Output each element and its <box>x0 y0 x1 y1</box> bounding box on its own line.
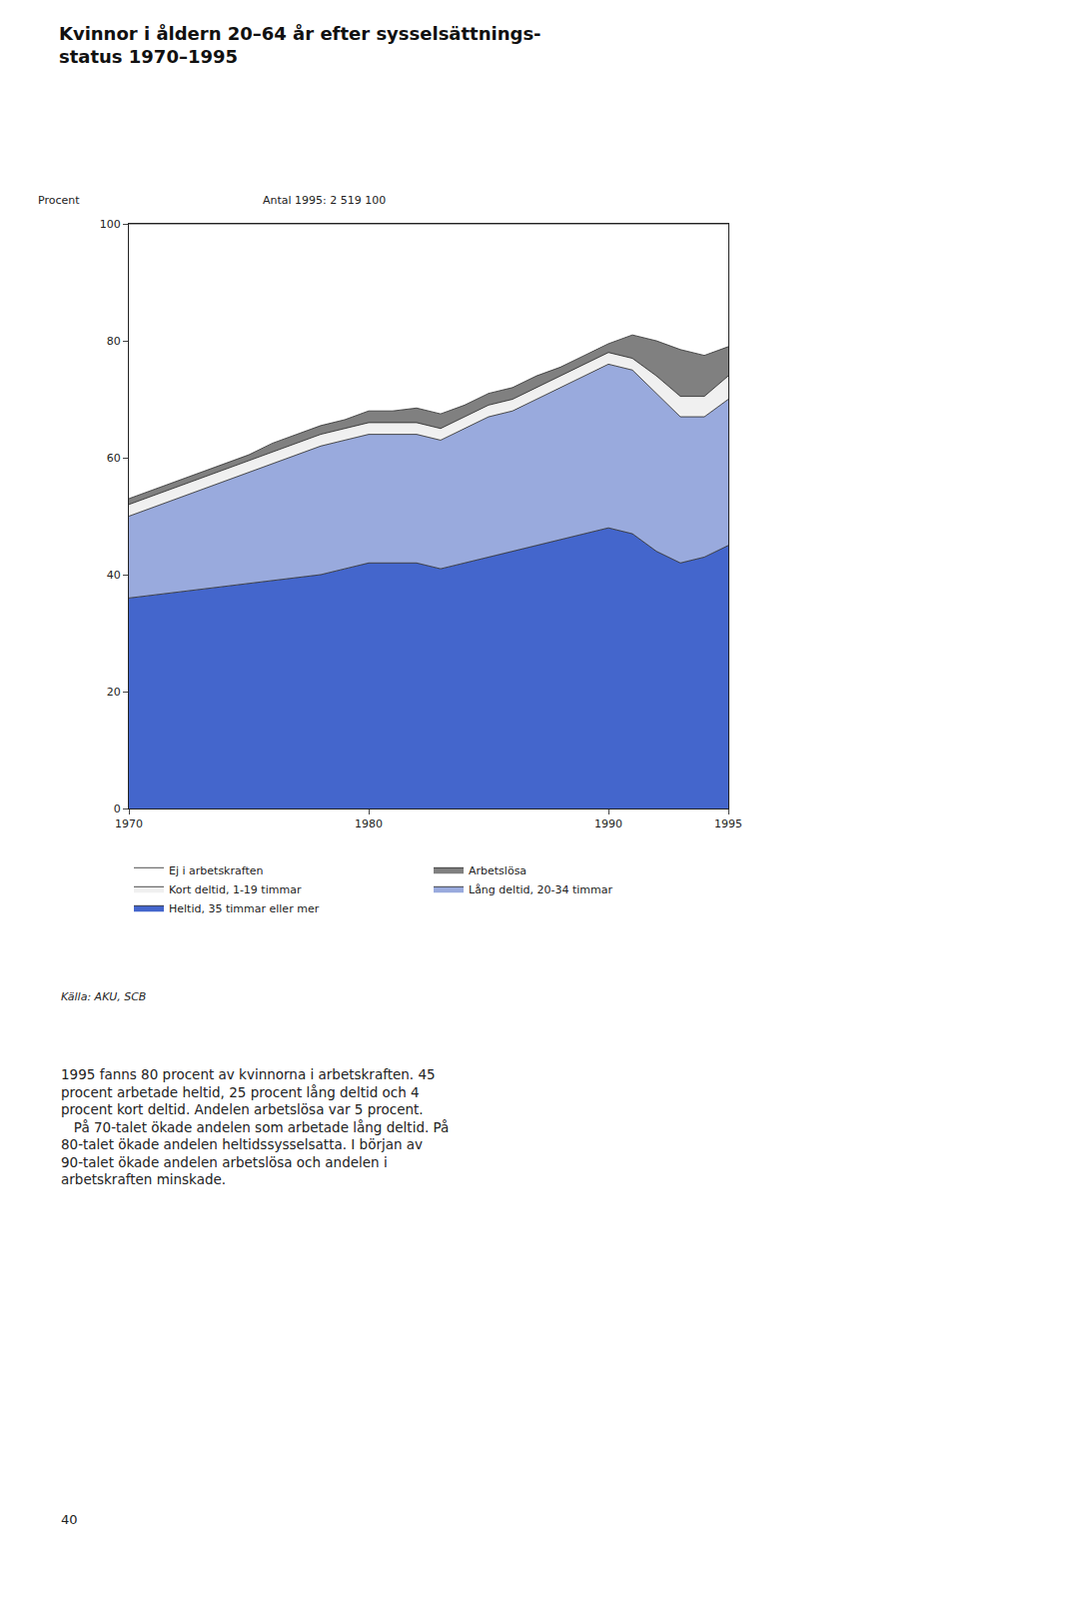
svg-text:Heltid, 35 timmar eller mer: Heltid, 35 timmar eller mer <box>168 902 320 916</box>
svg-text:Antal 1995: 2 519 100: Antal 1995: 2 519 100 <box>262 193 386 207</box>
svg-text:Kort deltid, 1-19 timmar: Kort deltid, 1-19 timmar <box>168 883 302 897</box>
svg-text:0: 0 <box>113 802 121 816</box>
svg-text:Procent: Procent <box>37 193 80 207</box>
svg-text:20: 20 <box>106 685 121 699</box>
svg-text:40: 40 <box>106 568 121 582</box>
svg-text:1970: 1970 <box>114 817 143 831</box>
svg-text:Ej i arbetskraften: Ej i arbetskraften <box>168 864 264 878</box>
svg-text:Kvinnor i åldern 20–64 år efte: Kvinnor i åldern 20–64 år efter sysselsä… <box>58 22 542 67</box>
svg-text:60: 60 <box>106 451 121 465</box>
svg-text:1995: 1995 <box>714 817 743 831</box>
svg-text:1990: 1990 <box>594 817 623 831</box>
svg-text:1995 fanns 80 procent av kvinn: 1995 fanns 80 procent av kvinnorna i arb… <box>60 1066 449 1187</box>
svg-text:Källa: AKU, SCB: Källa: AKU, SCB <box>60 990 146 1004</box>
svg-text:Lång deltid, 20-34 timmar: Lång deltid, 20-34 timmar <box>468 883 613 897</box>
svg-text:1980: 1980 <box>354 817 383 831</box>
svg-text:40: 40 <box>60 1511 78 1527</box>
svg-text:Arbetslösa: Arbetslösa <box>468 864 527 878</box>
svg-text:80: 80 <box>106 334 121 348</box>
svg-text:100: 100 <box>99 217 121 231</box>
